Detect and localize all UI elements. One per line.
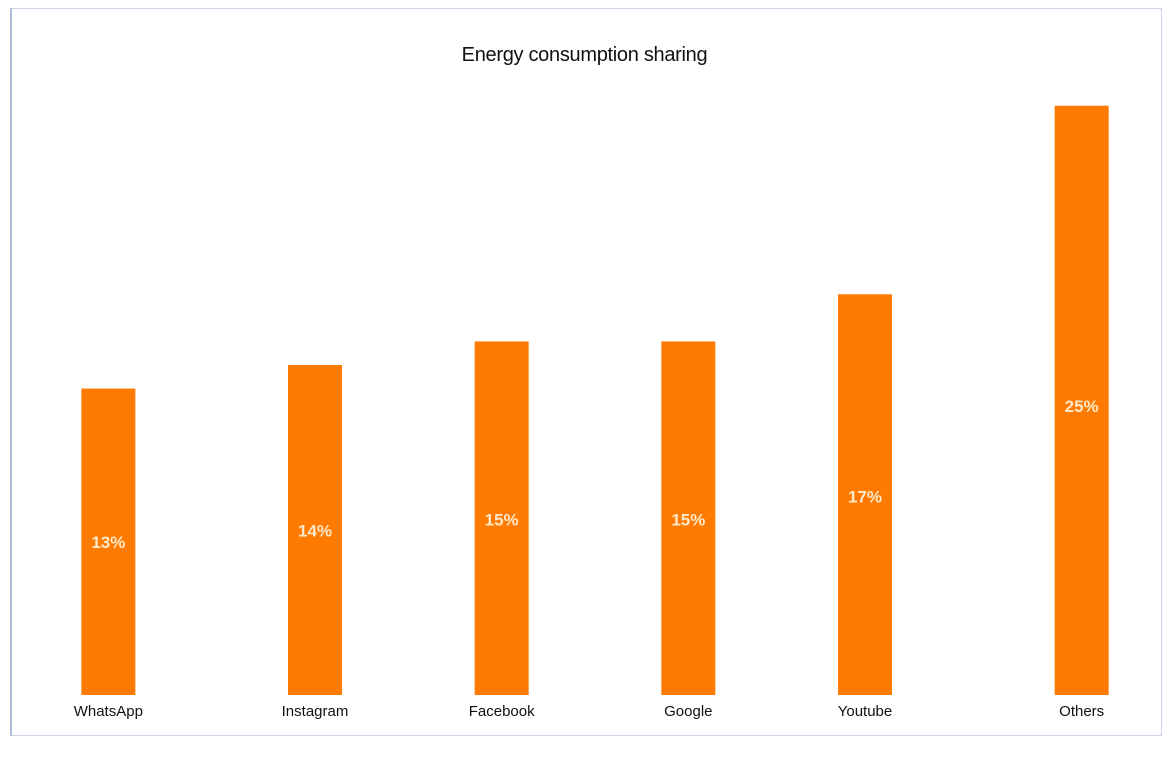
data-label-google: 15% <box>671 510 705 529</box>
bar-others <box>1054 105 1109 695</box>
bar-facebook <box>474 341 529 695</box>
data-label-youtube: 17% <box>848 488 882 507</box>
bar-whatsapp <box>81 388 136 695</box>
data-label-others: 25% <box>1065 397 1099 416</box>
data-label-whatsapp: 13% <box>91 533 125 552</box>
bar-youtube <box>838 294 892 695</box>
category-label-google: Google <box>664 703 712 720</box>
data-label-instagram: 14% <box>298 522 332 541</box>
data-label-facebook: 15% <box>485 510 519 529</box>
chart-title: Energy consumption sharing <box>461 44 708 66</box>
category-label-facebook: Facebook <box>469 703 535 720</box>
chart-frame <box>10 8 1162 736</box>
category-label-instagram: Instagram <box>282 703 349 720</box>
bar-google <box>661 341 716 695</box>
bar-instagram <box>288 365 342 695</box>
category-label-youtube: Youtube <box>838 703 893 720</box>
category-label-others: Others <box>1059 703 1104 720</box>
category-label-whatsapp: WhatsApp <box>74 703 143 720</box>
